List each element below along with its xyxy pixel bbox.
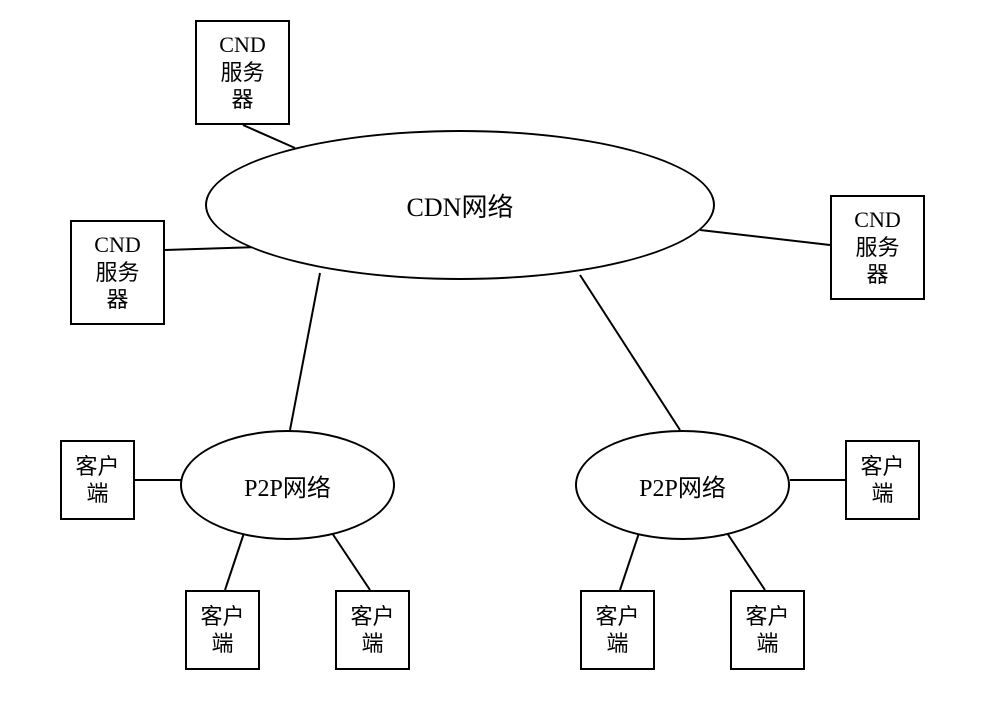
client-right-3: 客户端 (845, 440, 920, 520)
client-left-2: 客户端 (185, 590, 260, 670)
diagram-canvas: { "diagram": { "type": "network", "width… (0, 0, 1000, 717)
p2p-network-right-label: P2P网络 (639, 468, 726, 503)
p2p-network-right: P2P网络 (575, 430, 790, 540)
client-left-2-label: 客户端 (200, 603, 244, 658)
client-left-3-label: 客户端 (350, 603, 394, 658)
client-left-3: 客户端 (335, 590, 410, 670)
cdn-server-top-label: CND服务器 (219, 31, 265, 114)
cdn-server-left: CND服务器 (70, 220, 165, 325)
p2p-network-left-label: P2P网络 (244, 468, 331, 503)
cdn-server-right-label: CND服务器 (854, 206, 900, 289)
cdn-server-left-label: CND服务器 (94, 231, 140, 314)
client-left-1-label: 客户端 (75, 453, 119, 508)
client-left-1: 客户端 (60, 440, 135, 520)
cdn-network: CDN网络 (205, 130, 715, 280)
cdn-server-top: CND服务器 (195, 20, 290, 125)
cdn-network-label: CDN网络 (407, 187, 514, 224)
client-right-2-label: 客户端 (745, 603, 789, 658)
client-right-2: 客户端 (730, 590, 805, 670)
client-right-1-label: 客户端 (595, 603, 639, 658)
cdn-server-right: CND服务器 (830, 195, 925, 300)
client-right-3-label: 客户端 (860, 453, 904, 508)
client-right-1: 客户端 (580, 590, 655, 670)
edges-layer (0, 0, 1000, 717)
p2p-network-left: P2P网络 (180, 430, 395, 540)
